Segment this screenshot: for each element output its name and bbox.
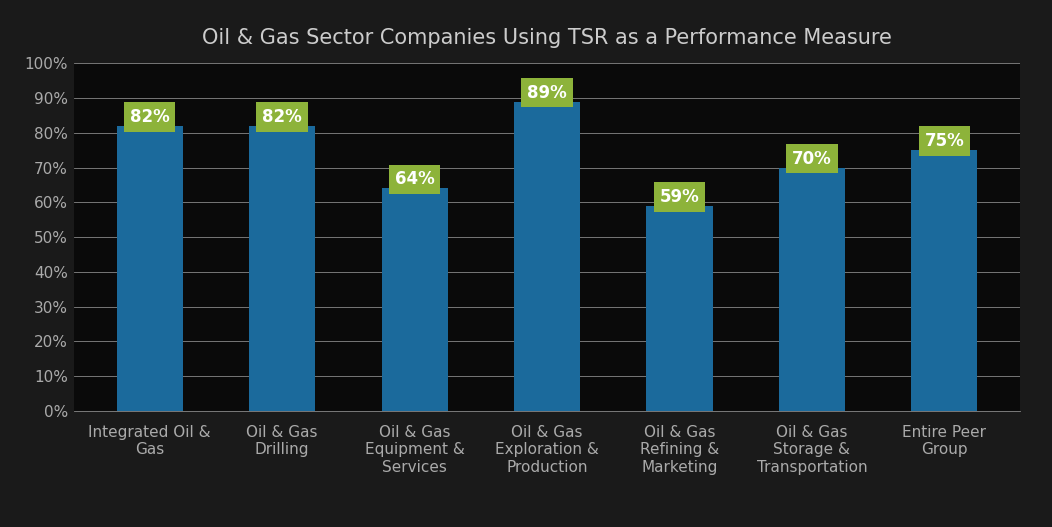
Text: 82%: 82% — [129, 108, 169, 126]
Bar — [382, 189, 448, 411]
Text: 59%: 59% — [660, 188, 700, 206]
Bar — [514, 102, 580, 411]
Text: 75%: 75% — [925, 132, 965, 150]
Text: 70%: 70% — [792, 150, 832, 168]
Bar — [911, 150, 977, 411]
Bar — [117, 126, 183, 411]
Text: 82%: 82% — [262, 108, 302, 126]
Bar — [646, 206, 712, 411]
Text: 64%: 64% — [394, 170, 434, 189]
Bar — [778, 168, 845, 411]
Bar — [249, 126, 316, 411]
Text: 89%: 89% — [527, 83, 567, 102]
Title: Oil & Gas Sector Companies Using TSR as a Performance Measure: Oil & Gas Sector Companies Using TSR as … — [202, 28, 892, 48]
